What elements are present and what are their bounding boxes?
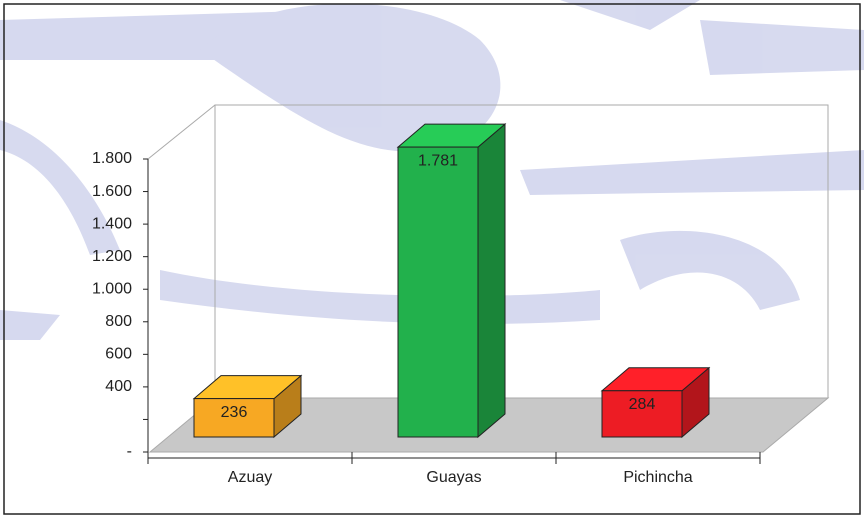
y-tick-label: 1.600	[92, 183, 132, 200]
x-tick-label: Guayas	[426, 469, 481, 486]
value-label: 284	[629, 396, 656, 413]
y-tick-label: 600	[105, 346, 132, 363]
y-tick-label: 800	[105, 313, 132, 330]
y-tick-label: 1.000	[92, 280, 132, 297]
y-tick-label: 1.400	[92, 215, 132, 232]
y-tick-label: 1.800	[92, 150, 132, 167]
y-tick-label: 1.200	[92, 248, 132, 265]
y-tick-label: -	[127, 443, 132, 460]
value-label: 1.781	[418, 152, 458, 169]
frame	[3, 3, 861, 515]
bar	[601, 390, 683, 438]
x-tick-label: Azuay	[228, 469, 272, 486]
bar	[193, 398, 275, 438]
y-tick-label: 400	[105, 378, 132, 395]
side-wall	[147, 104, 216, 160]
value-label: 236	[221, 404, 248, 421]
bar-side	[477, 123, 506, 439]
bar	[397, 146, 479, 438]
x-tick-label: Pichincha	[623, 469, 692, 486]
